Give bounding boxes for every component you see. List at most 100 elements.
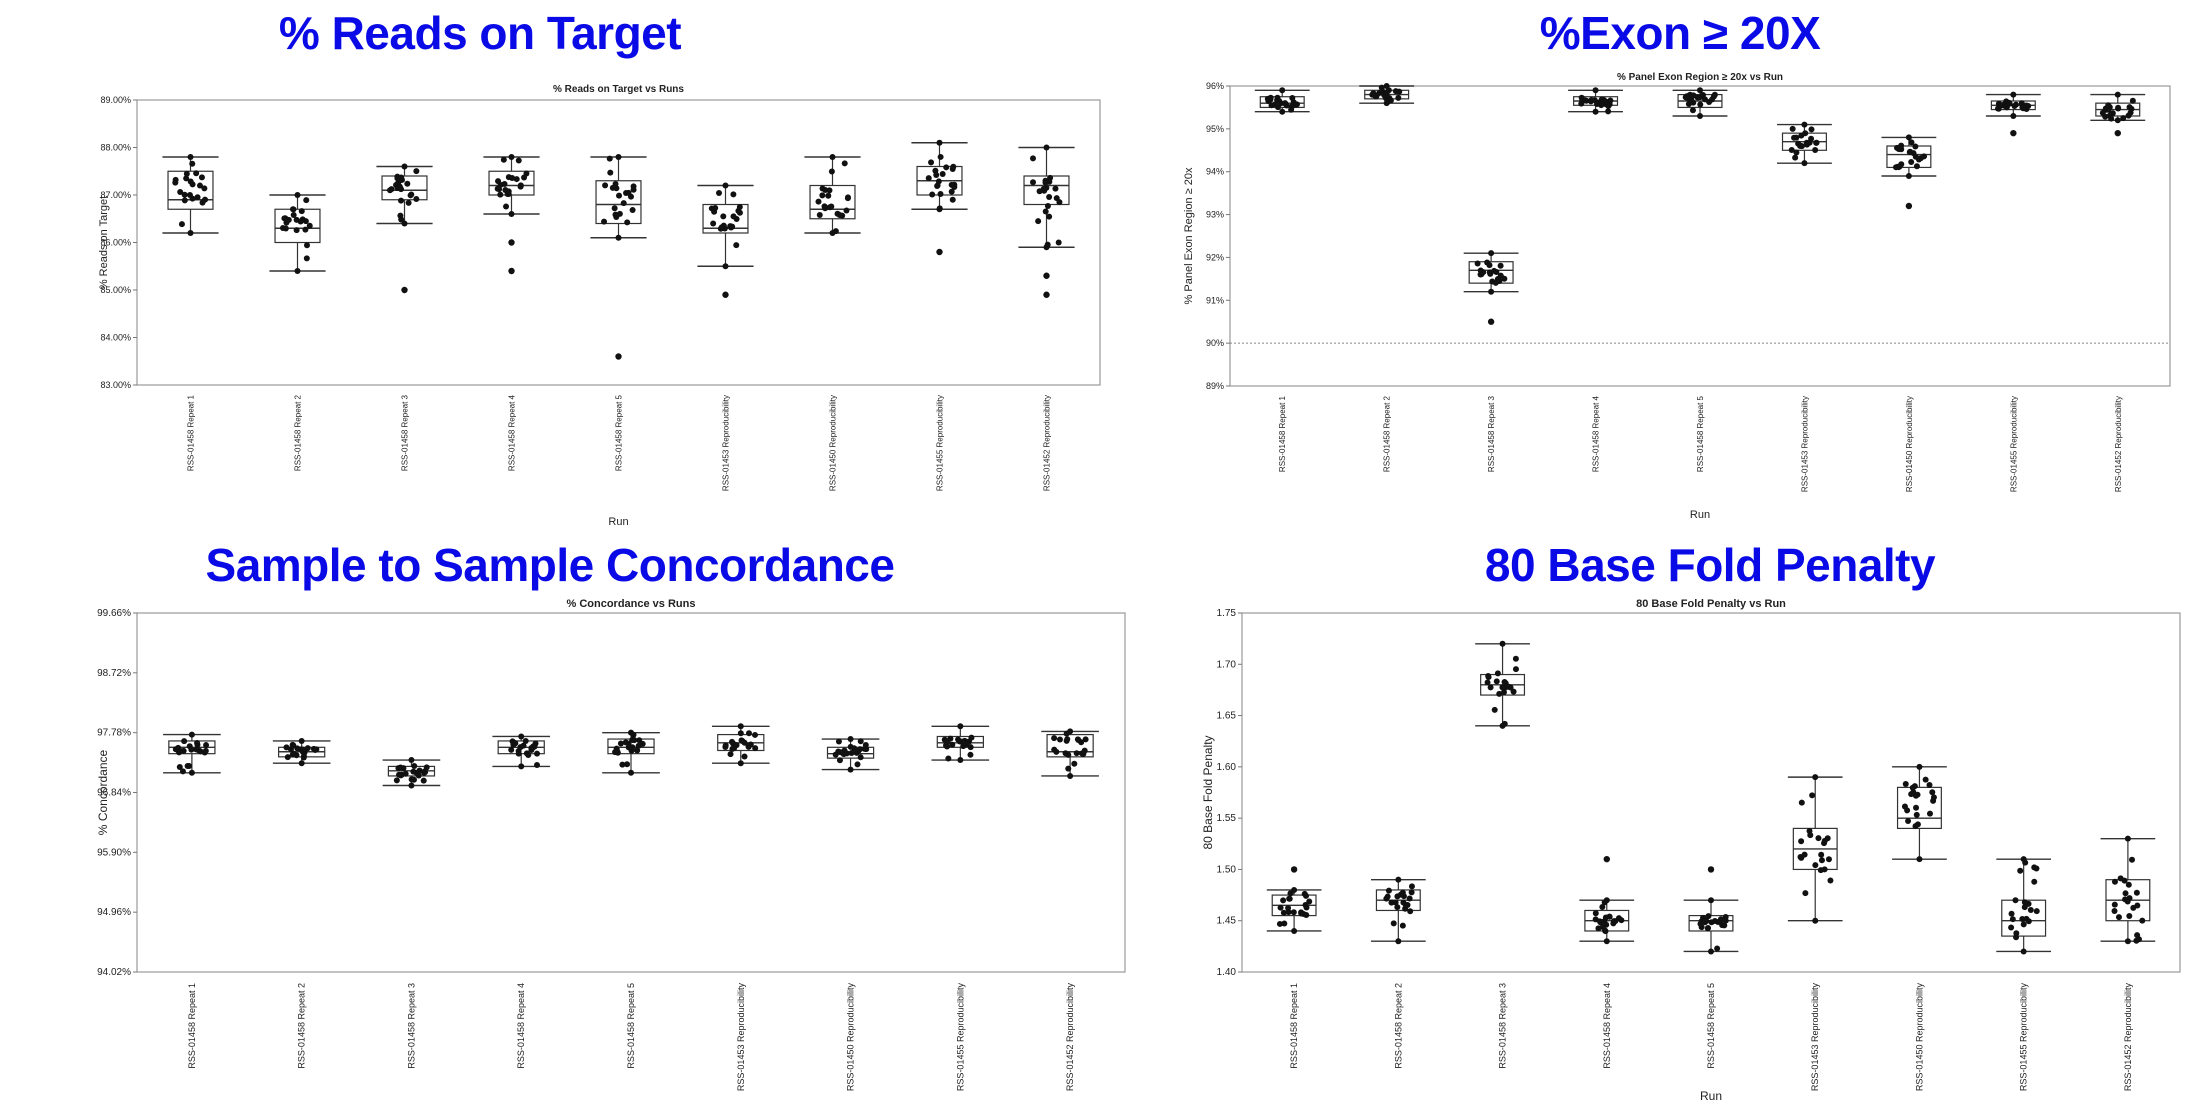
data-point bbox=[634, 747, 641, 754]
data-point bbox=[1406, 895, 1413, 902]
data-point bbox=[1912, 143, 1919, 150]
data-point bbox=[1898, 161, 1905, 168]
data-point bbox=[1697, 87, 1703, 94]
data-point bbox=[843, 207, 850, 214]
x-tick-label: RSS-01455 Reproducibility bbox=[2019, 983, 2029, 1092]
data-point bbox=[2115, 104, 2122, 111]
data-point bbox=[508, 154, 515, 160]
y-tick-label: 98.72% bbox=[97, 668, 131, 679]
data-point bbox=[1690, 92, 1697, 99]
data-point bbox=[523, 170, 530, 177]
data-point bbox=[193, 746, 200, 753]
data-point bbox=[932, 167, 939, 174]
data-point bbox=[1818, 857, 1825, 864]
data-point bbox=[302, 226, 309, 233]
data-point bbox=[837, 749, 844, 756]
data-point bbox=[2013, 934, 2020, 941]
y-tick-label: 93% bbox=[1206, 210, 1224, 220]
data-point bbox=[298, 737, 305, 744]
data-point bbox=[1708, 948, 1714, 955]
data-point bbox=[518, 733, 525, 740]
y-tick-label: 94.96% bbox=[97, 907, 131, 918]
data-point bbox=[945, 755, 952, 762]
data-point bbox=[1579, 97, 1586, 104]
data-point bbox=[722, 742, 729, 749]
data-point bbox=[736, 209, 743, 216]
data-point bbox=[957, 723, 964, 730]
data-point bbox=[508, 746, 515, 753]
data-point bbox=[934, 182, 941, 189]
heading-fold-penalty: 80 Base Fold Penalty bbox=[1484, 539, 1936, 591]
data-point bbox=[1818, 851, 1825, 858]
plot-frame bbox=[136, 612, 1126, 973]
data-point bbox=[408, 191, 415, 198]
data-point bbox=[601, 218, 608, 225]
data-point bbox=[1510, 688, 1517, 695]
data-point bbox=[1395, 938, 1402, 945]
data-point bbox=[1599, 903, 1606, 910]
data-point bbox=[2003, 104, 2010, 111]
data-point bbox=[501, 181, 508, 188]
data-point bbox=[181, 197, 188, 204]
data-point bbox=[1792, 154, 1799, 161]
data-point bbox=[1408, 883, 1415, 890]
data-point bbox=[1598, 96, 1605, 103]
data-point bbox=[615, 234, 622, 241]
outlier-point bbox=[722, 291, 729, 298]
data-point bbox=[1793, 149, 1800, 156]
data-point bbox=[968, 734, 975, 741]
data-point bbox=[293, 216, 300, 223]
data-point bbox=[948, 188, 955, 195]
data-point bbox=[1812, 917, 1819, 924]
data-point bbox=[616, 210, 623, 217]
data-point bbox=[848, 750, 855, 757]
data-point bbox=[951, 183, 958, 190]
data-point bbox=[1907, 148, 1914, 155]
data-point bbox=[1289, 94, 1296, 101]
data-point bbox=[1051, 735, 1058, 742]
data-point bbox=[710, 220, 717, 227]
data-point bbox=[1821, 866, 1828, 873]
data-point bbox=[1700, 914, 1707, 921]
data-point bbox=[183, 175, 190, 182]
data-point bbox=[624, 761, 631, 768]
y-tick-label: 90% bbox=[1206, 338, 1224, 348]
data-point bbox=[2115, 914, 2122, 921]
data-point bbox=[1711, 917, 1718, 924]
data-point bbox=[2009, 916, 2016, 923]
data-point bbox=[1929, 789, 1936, 796]
data-point bbox=[737, 730, 744, 737]
x-tick-label: RSS-01458 Repeat 4 bbox=[516, 983, 526, 1069]
data-point bbox=[1067, 728, 1074, 735]
data-point bbox=[2021, 899, 2028, 906]
x-tick-label: RSS-01453 Reproducibility bbox=[722, 395, 731, 491]
data-point bbox=[500, 156, 507, 163]
data-point bbox=[957, 757, 964, 764]
data-point bbox=[1908, 158, 1915, 165]
data-point bbox=[1808, 126, 1815, 133]
data-point bbox=[1369, 91, 1376, 98]
data-point bbox=[522, 738, 529, 745]
data-point bbox=[828, 168, 835, 175]
data-point bbox=[816, 212, 823, 219]
data-point bbox=[420, 777, 427, 784]
data-point bbox=[730, 191, 737, 198]
outlier-point bbox=[2114, 129, 2121, 137]
data-point bbox=[928, 159, 935, 166]
x-tick-label: RSS-01458 Repeat 2 bbox=[294, 394, 303, 471]
data-point bbox=[2105, 106, 2112, 113]
data-point bbox=[1499, 684, 1506, 691]
data-point bbox=[1689, 107, 1696, 114]
data-point bbox=[1384, 893, 1391, 900]
y-axis-label: 80 Base Fold Penalty bbox=[1201, 735, 1215, 849]
data-point bbox=[515, 747, 522, 754]
data-point bbox=[1042, 177, 1049, 184]
outlier-point bbox=[1707, 866, 1715, 873]
data-point bbox=[1282, 100, 1289, 107]
data-point bbox=[401, 163, 408, 170]
data-point bbox=[1705, 913, 1712, 920]
x-tick-label: RSS-01453 Reproducibility bbox=[1800, 396, 1809, 492]
data-point bbox=[181, 191, 188, 198]
data-point bbox=[737, 723, 744, 730]
x-tick-label: RSS-01458 Repeat 3 bbox=[1498, 983, 1508, 1069]
